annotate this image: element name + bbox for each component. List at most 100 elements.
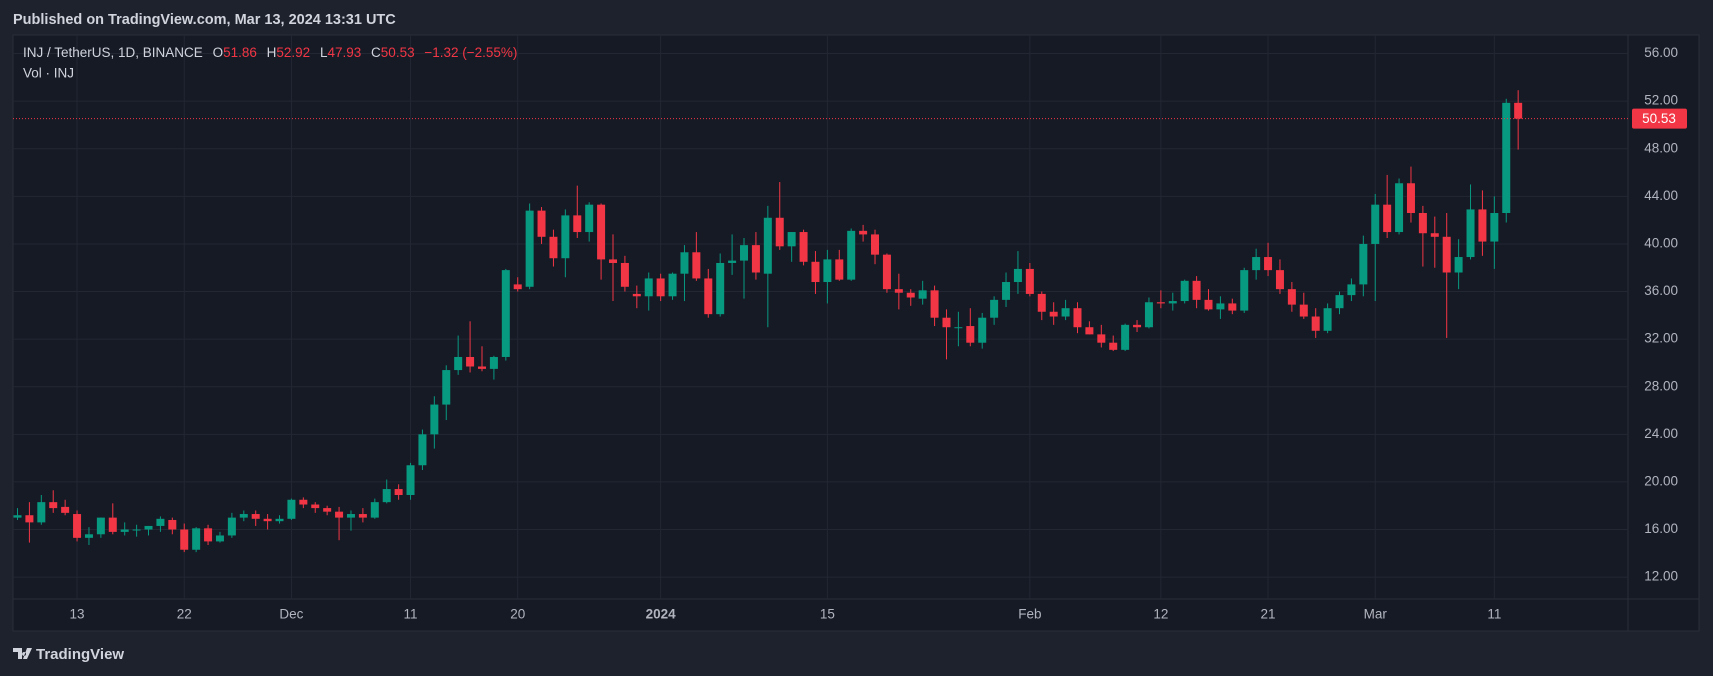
candle-body [775, 217, 784, 247]
candle-body [918, 290, 927, 299]
candle-body [1013, 268, 1022, 283]
candle-body [871, 234, 880, 255]
candle-body [1395, 183, 1404, 233]
candle-body [454, 356, 463, 371]
legend-change: −1.32 (−2.55%) [424, 45, 517, 60]
candle-body [1299, 304, 1308, 317]
candle-body [632, 293, 641, 297]
candle-body [1490, 213, 1499, 242]
candle-body [239, 514, 248, 518]
y-tick-label: 48.00 [1644, 140, 1678, 155]
candle-body [1073, 308, 1082, 328]
x-tick-label: 12 [1153, 607, 1168, 622]
candle-body [418, 434, 427, 466]
candle-body [1144, 302, 1153, 328]
candle-body [1466, 209, 1475, 258]
candle-body [847, 230, 856, 280]
candle-body [716, 262, 725, 315]
candle-body [1335, 295, 1344, 309]
candle-body [859, 230, 868, 235]
candle-body [930, 290, 939, 318]
candle-body [1192, 280, 1201, 300]
candle-body [144, 525, 153, 530]
candle-body [620, 262, 629, 287]
candle-body [1430, 233, 1439, 237]
candle-body [49, 502, 58, 509]
candle-body [501, 270, 510, 357]
candle-body [251, 514, 260, 519]
y-tick-label: 56.00 [1644, 45, 1678, 60]
candle-body [1002, 282, 1011, 300]
candle-body [966, 326, 975, 343]
candle-body [335, 511, 344, 518]
y-tick-label: 44.00 [1644, 188, 1678, 203]
candle-body [1406, 183, 1415, 214]
candle-body [823, 259, 832, 283]
candle-body [323, 508, 332, 512]
candle-body [585, 204, 594, 233]
y-tick-label: 16.00 [1644, 521, 1678, 536]
legend-title: INJ / TetherUS, 1D, BINANCE [23, 45, 203, 60]
candle-body [894, 289, 903, 293]
candle-body [1049, 311, 1058, 317]
legend-key: L [320, 45, 328, 60]
x-tick-label: 13 [70, 607, 85, 622]
candle-body [263, 518, 272, 522]
candle-body [466, 356, 475, 367]
candle-body [513, 284, 522, 290]
candle-body [1371, 204, 1380, 244]
candle-body [156, 518, 165, 526]
candle-body [763, 217, 772, 274]
candle-body [1359, 243, 1368, 285]
candle-body [1168, 301, 1177, 304]
candle-body [370, 502, 379, 518]
axes: 12.00 16.00 20.00 24.00 28.00 32.00 36.00 40.00… [70, 45, 1687, 622]
candle-body [406, 465, 415, 496]
x-tick-label: 15 [820, 607, 835, 622]
y-tick-label: 20.00 [1644, 473, 1678, 488]
candle-body [680, 252, 689, 274]
candle-body [644, 278, 653, 297]
last-price-label: 50.53 [1642, 111, 1676, 126]
candle-body [704, 278, 713, 315]
candle-body [61, 506, 70, 513]
candle-body [990, 299, 999, 318]
candle-body [37, 502, 46, 523]
x-tick-label: Feb [1018, 607, 1041, 622]
y-tick-label: 32.00 [1644, 331, 1678, 346]
candle-body [656, 278, 665, 297]
x-tick-label: 21 [1261, 607, 1276, 622]
candle-body [1228, 303, 1237, 311]
candle-body [692, 252, 701, 279]
grid [13, 35, 1628, 599]
legend-value: 47.93 [327, 45, 361, 60]
candle-body [1502, 102, 1511, 214]
candle-body [1275, 270, 1284, 290]
candle-body [811, 261, 820, 283]
candle-body [1133, 324, 1142, 328]
candle-body [1037, 293, 1046, 312]
candle-body [215, 535, 224, 542]
candle-body [1383, 204, 1392, 233]
candle-body [561, 215, 570, 259]
candle-body [120, 529, 129, 532]
candle-body [882, 254, 891, 290]
brand-name: TradingView [36, 646, 124, 663]
candle-body [978, 317, 987, 343]
candle-body [835, 259, 844, 280]
candle-body [751, 245, 760, 273]
candle-body [1156, 302, 1165, 304]
legend-key: O [213, 45, 224, 60]
candle-body [906, 292, 915, 298]
y-tick-label: 24.00 [1644, 426, 1678, 441]
candle-body [954, 327, 963, 329]
candle-body [728, 260, 737, 263]
candle-body [227, 517, 236, 536]
candle-body [1180, 280, 1189, 302]
candle-body [1097, 334, 1106, 343]
candle-body [25, 515, 34, 523]
candle-body [430, 404, 439, 435]
candle-body [1204, 299, 1213, 310]
candle-body [1061, 308, 1070, 317]
volume-label: Vol · INJ [23, 66, 74, 81]
